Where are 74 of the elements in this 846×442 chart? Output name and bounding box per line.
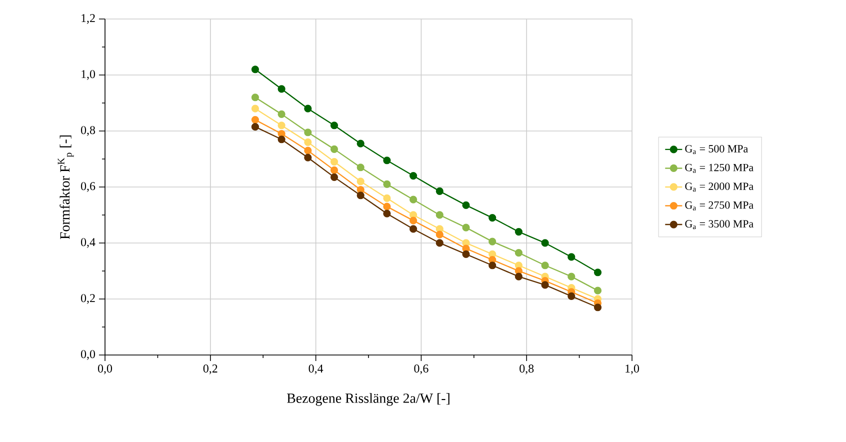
x-tick-label: 0,4 (308, 364, 324, 374)
x-tick-label: 0,0 (98, 364, 112, 374)
point (304, 128, 312, 136)
point (594, 286, 602, 294)
y-tick-label: 0,6 (81, 182, 96, 192)
point (356, 192, 364, 200)
point (514, 272, 522, 280)
legend-label: G$_{a}$ = 2750 MPa (685, 201, 754, 210)
x-tick-label: 0,8 (520, 364, 534, 374)
point (383, 210, 391, 218)
legend-label: G$_{a}$ = 1250 MPa (685, 164, 754, 173)
point (278, 122, 286, 130)
y-tick-label: 0,8 (81, 126, 96, 136)
y-tick-label: 1,0 (82, 70, 96, 80)
point (251, 66, 260, 74)
x-tick-label: 1,0 (626, 364, 640, 374)
point (356, 178, 364, 186)
x-tick-label: 0,6 (414, 364, 428, 374)
point (330, 145, 338, 153)
point (462, 201, 470, 209)
point (356, 164, 364, 172)
y-tick-label: 0,4 (81, 238, 96, 248)
point (383, 202, 391, 210)
point (330, 173, 338, 181)
point (251, 122, 260, 131)
point (594, 304, 602, 312)
point (541, 281, 549, 289)
point (356, 140, 364, 148)
point (410, 196, 418, 204)
point (594, 268, 602, 276)
point (251, 116, 260, 124)
point (330, 158, 338, 166)
y-axis-title: Formfaktor F$^{K}$$_{p}$ [-] (58, 135, 74, 240)
point (383, 194, 391, 202)
point (410, 225, 418, 233)
legend-label: G$_{a}$ = 2000 MPa (685, 182, 754, 192)
point (436, 211, 444, 219)
point (304, 154, 312, 162)
point (251, 94, 260, 102)
point (541, 262, 549, 270)
point (278, 85, 286, 93)
point (304, 146, 312, 154)
point (304, 138, 312, 146)
point (436, 230, 444, 238)
point (568, 253, 576, 261)
point (488, 214, 496, 222)
point (410, 216, 418, 224)
point (410, 172, 418, 180)
point (541, 239, 549, 247)
point (251, 104, 260, 112)
point (436, 239, 444, 247)
point (568, 272, 576, 280)
point (383, 180, 391, 188)
x-tick-label: 0,2 (203, 364, 218, 374)
point (462, 224, 470, 232)
point (330, 122, 338, 130)
point (568, 292, 576, 300)
point (330, 166, 338, 174)
legend-label: G$_{a}$ = 3500 MPa (685, 220, 754, 230)
point (488, 238, 496, 246)
y-tick-label: 0,0 (81, 350, 96, 360)
y-tick-label: 1,2 (82, 14, 95, 24)
point (278, 136, 286, 144)
y-tick-label: 0,2 (81, 294, 95, 304)
point (304, 104, 312, 112)
point (514, 248, 522, 257)
x-axis-title: Bezogene Risslänge 2a/W [-] (287, 393, 450, 406)
point (462, 250, 470, 258)
point (278, 110, 286, 118)
legend-label: G$_{a}$ = 500 MPa (685, 145, 748, 154)
point (383, 156, 391, 164)
point (514, 228, 522, 236)
point (488, 262, 496, 270)
point (436, 187, 444, 195)
